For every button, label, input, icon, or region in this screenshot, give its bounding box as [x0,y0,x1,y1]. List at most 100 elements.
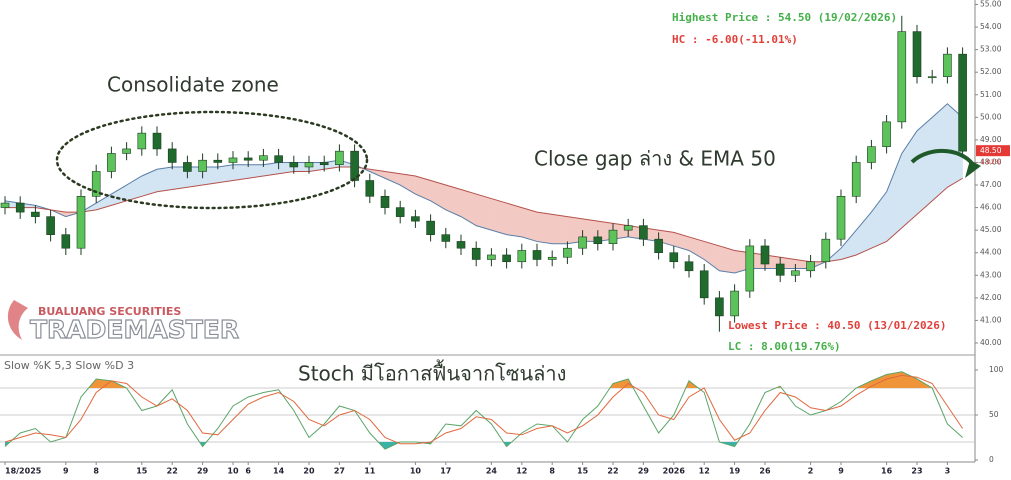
x-tick-label: 14 [273,467,285,476]
y-tick-label: 40.00 [980,338,1002,347]
x-tick-label: 2 [808,467,814,476]
candle-body [927,76,937,79]
last-price-tag [976,145,1010,157]
x-tick-label: 8 [93,467,99,476]
candle-body [152,132,162,150]
candle-body [31,211,40,217]
candle-body [760,245,770,265]
candle-body [487,254,496,260]
ema-band [217,164,234,184]
candle-body [350,150,359,181]
x-tick-label: 19 [729,467,741,476]
y-tick-label: 54.00 [980,22,1002,31]
ema-band [551,214,568,244]
candle-body [684,261,694,272]
candle-body [699,270,709,299]
x-tick-label: 29 [638,467,650,476]
x-tick-label: 16 [881,467,893,476]
candle-body [502,254,511,263]
change-label: -1.02% [978,158,1001,166]
candle-body [669,252,679,263]
candle-body [441,234,451,242]
y-tick-label: 50.00 [980,112,1002,121]
x-tick-label: 3 [945,467,951,476]
candle-body [912,31,922,78]
x-tick-label: 23 [911,467,922,476]
candle-body [122,148,131,154]
highest-label: Highest Price : 54.50 (19/02/2026) [672,11,897,24]
candle-body [335,150,344,166]
y-tick-label: 44.00 [980,248,1002,257]
x-tick-label: 9 [838,467,844,476]
candle-body [456,241,466,249]
x-tick-label: 18/2025 [5,467,42,476]
candle-body [791,270,800,276]
candle-body [76,196,86,249]
candle-body [821,238,831,263]
y-tick-label: 52.00 [980,67,1002,76]
ema-band [506,202,523,238]
candle-body [304,162,314,168]
candle-body [867,146,876,163]
candle-body [319,162,329,166]
x-tick-label: 26 [759,467,771,476]
hc-label: HC : -6.00(-11.01%) [672,33,798,46]
lc-label: LC : 8.00(19.76%) [728,340,841,353]
x-tick-label: 29 [197,467,209,476]
y-tick-label: 50 [989,410,999,419]
candle-body [517,250,527,263]
x-tick-label: 17 [440,467,451,476]
candle-body [91,171,101,197]
y-tick-label: 48.00 [980,157,1002,166]
last-price-label: 48.50 [980,146,1002,155]
y-tick-label: 42.00 [980,293,1002,302]
candle-body [213,159,223,163]
candle-body [943,53,952,78]
candle-body [623,225,633,231]
candle-body [654,238,663,254]
candle-body [274,155,283,163]
candle-body [395,207,405,217]
candle-body [198,159,207,172]
candle-body [61,234,71,249]
candle-body [882,121,891,147]
candle-body [639,225,648,240]
x-tick-label: 9 [63,467,69,476]
x-tick-label: 8 [549,467,555,476]
candle-body [0,202,10,208]
candle-body [167,148,177,163]
x-tick-label: 22 [607,467,618,476]
x-tick-label: 22 [167,467,178,476]
lowest-label: Lowest Price : 40.50 (13/01/2026) [728,319,947,332]
candle-body [775,263,785,276]
ema-band [156,166,173,193]
x-tick-label: 15 [577,467,589,476]
y-tick-label: 53.00 [980,45,1002,54]
candle-body [243,157,253,161]
x-tick-label: 12 [516,467,527,476]
y-tick-label: 47.00 [980,180,1002,189]
x-tick-label: 10 [227,467,239,476]
candle-body [897,31,907,123]
candle-body [365,180,375,197]
candle-body [107,153,116,172]
logo-name: TRADEMASTER [30,315,239,344]
candle-body [608,229,618,244]
x-tick-label: 15 [136,467,148,476]
stoch-title: Slow %K 5,3 Slow %D 3 [4,359,134,372]
candle-body [730,290,739,317]
y-tick-label: 41.00 [980,315,1002,324]
y-tick-label: 49.00 [980,135,1002,144]
candle-body [851,162,861,197]
y-tick-label: 46.00 [980,203,1002,212]
candle-body [958,53,967,152]
consolidate-ellipse [55,110,369,210]
candle-body [411,216,420,222]
candle-body [228,157,238,163]
candle-body [547,256,557,260]
candle-body [532,250,542,260]
stoch-line [4,371,963,450]
ema-band [536,211,553,244]
candle-body [593,236,603,244]
